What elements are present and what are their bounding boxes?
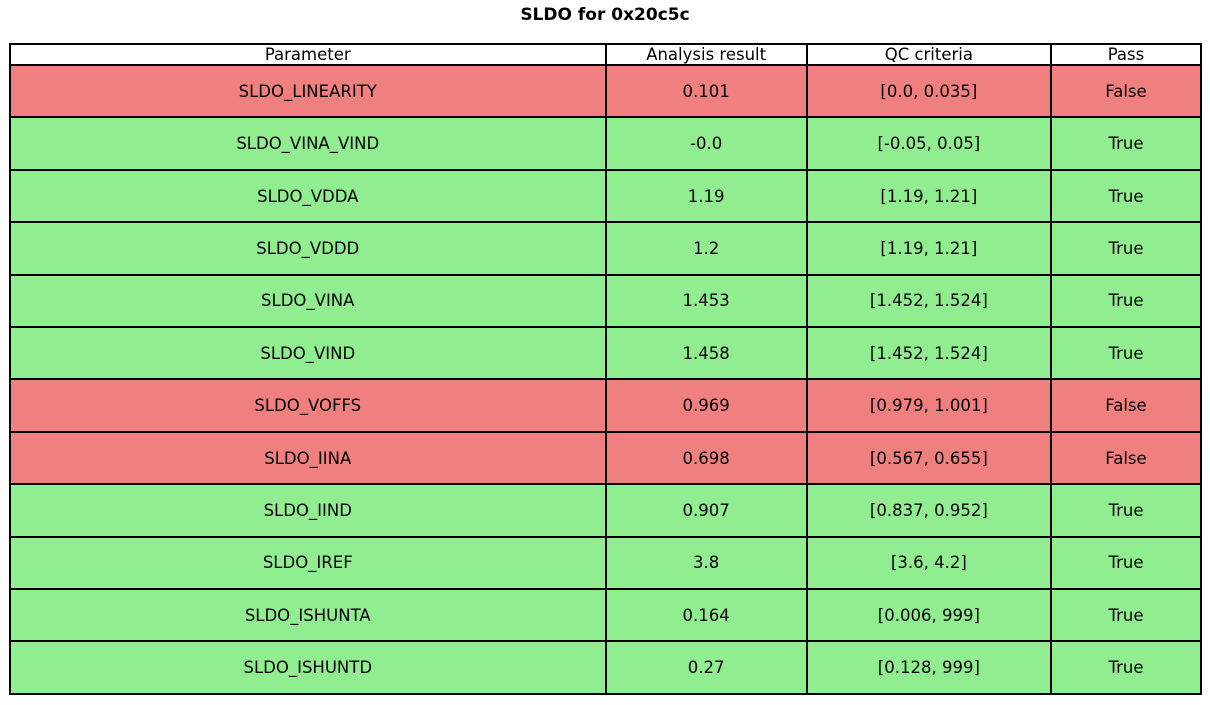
- parameter-cell: SLDO_VDDA: [9, 168, 607, 224]
- parameter-cell: SLDO_VIND: [9, 326, 607, 381]
- qc-criteria-cell: [0.979, 1.001]: [805, 378, 1052, 433]
- pass-cell: True: [1049, 483, 1203, 538]
- parameter-cell: SLDO_IREF: [9, 535, 607, 591]
- pass-cell: False: [1049, 63, 1203, 119]
- column-header-analysis-result: Analysis result: [604, 43, 808, 66]
- table-header-row: Parameter Analysis result QC criteria Pa…: [9, 43, 1203, 66]
- analysis-result-cell: 3.8: [604, 535, 808, 591]
- parameter-cell: SLDO_LINEARITY: [9, 63, 607, 119]
- qc-criteria-cell: [1.452, 1.524]: [805, 326, 1052, 381]
- table-row: SLDO_VINA_VIND -0.0 [-0.05, 0.05] True: [9, 116, 1203, 171]
- table-row: SLDO_VDDA 1.19 [1.19, 1.21] True: [9, 168, 1203, 224]
- table-row: SLDO_ISHUNTA 0.164 [0.006, 999] True: [9, 588, 1203, 643]
- column-header-qc-criteria: QC criteria: [805, 43, 1052, 66]
- table-row: SLDO_VINA 1.453 [1.452, 1.524] True: [9, 273, 1203, 329]
- parameter-cell: SLDO_ISHUNTD: [9, 640, 607, 695]
- column-header-parameter: Parameter: [9, 43, 607, 66]
- table-row: SLDO_IIND 0.907 [0.837, 0.952] True: [9, 483, 1203, 538]
- table-row: SLDO_VIND 1.458 [1.452, 1.524] True: [9, 326, 1203, 381]
- pass-cell: True: [1049, 640, 1203, 695]
- qc-criteria-cell: [1.19, 1.21]: [805, 168, 1052, 224]
- qc-criteria-cell: [0.0, 0.035]: [805, 63, 1052, 119]
- table-row: SLDO_VDDD 1.2 [1.19, 1.21] True: [9, 221, 1203, 276]
- analysis-result-cell: 0.969: [604, 378, 808, 433]
- qc-criteria-cell: [0.128, 999]: [805, 640, 1052, 695]
- parameter-cell: SLDO_ISHUNTA: [9, 588, 607, 643]
- analysis-result-cell: 0.27: [604, 640, 808, 695]
- analysis-result-cell: 0.101: [604, 63, 808, 119]
- table-body: SLDO_LINEARITY 0.101 [0.0, 0.035] False SLDO…: [9, 63, 1203, 695]
- analysis-result-cell: 0.907: [604, 483, 808, 538]
- qc-criteria-cell: [0.837, 0.952]: [805, 483, 1052, 538]
- table-row: SLDO_VOFFS 0.969 [0.979, 1.001] False: [9, 378, 1203, 433]
- pass-cell: False: [1049, 430, 1203, 486]
- analysis-result-cell: 1.19: [604, 168, 808, 224]
- analysis-result-cell: 0.164: [604, 588, 808, 643]
- parameter-cell: SLDO_IINA: [9, 430, 607, 486]
- parameter-cell: SLDO_VINA_VIND: [9, 116, 607, 171]
- pass-cell: False: [1049, 378, 1203, 433]
- analysis-result-cell: 0.698: [604, 430, 808, 486]
- qc-criteria-cell: [1.19, 1.21]: [805, 221, 1052, 276]
- qc-criteria-cell: [0.567, 0.655]: [805, 430, 1052, 486]
- parameter-cell: SLDO_VDDD: [9, 221, 607, 276]
- analysis-result-cell: 1.2: [604, 221, 808, 276]
- pass-cell: True: [1049, 273, 1203, 329]
- qc-criteria-cell: [1.452, 1.524]: [805, 273, 1052, 329]
- qc-results-table: Parameter Analysis result QC criteria Pa…: [9, 43, 1203, 695]
- pass-cell: True: [1049, 588, 1203, 643]
- qc-criteria-cell: [-0.05, 0.05]: [805, 116, 1052, 171]
- analysis-result-cell: 1.458: [604, 326, 808, 381]
- table-row: SLDO_LINEARITY 0.101 [0.0, 0.035] False: [9, 63, 1203, 119]
- pass-cell: True: [1049, 168, 1203, 224]
- pass-cell: True: [1049, 326, 1203, 381]
- table-row: SLDO_ISHUNTD 0.27 [0.128, 999] True: [9, 640, 1203, 695]
- analysis-result-cell: -0.0: [604, 116, 808, 171]
- pass-cell: True: [1049, 116, 1203, 171]
- parameter-cell: SLDO_IIND: [9, 483, 607, 538]
- pass-cell: True: [1049, 221, 1203, 276]
- qc-criteria-cell: [0.006, 999]: [805, 588, 1052, 643]
- qc-criteria-cell: [3.6, 4.2]: [805, 535, 1052, 591]
- parameter-cell: SLDO_VOFFS: [9, 378, 607, 433]
- column-header-pass: Pass: [1049, 43, 1203, 66]
- page-title: SLDO for 0x20c5c: [520, 5, 690, 25]
- parameter-cell: SLDO_VINA: [9, 273, 607, 329]
- table-row: SLDO_IREF 3.8 [3.6, 4.2] True: [9, 535, 1203, 591]
- pass-cell: True: [1049, 535, 1203, 591]
- analysis-result-cell: 1.453: [604, 273, 808, 329]
- table-row: SLDO_IINA 0.698 [0.567, 0.655] False: [9, 430, 1203, 486]
